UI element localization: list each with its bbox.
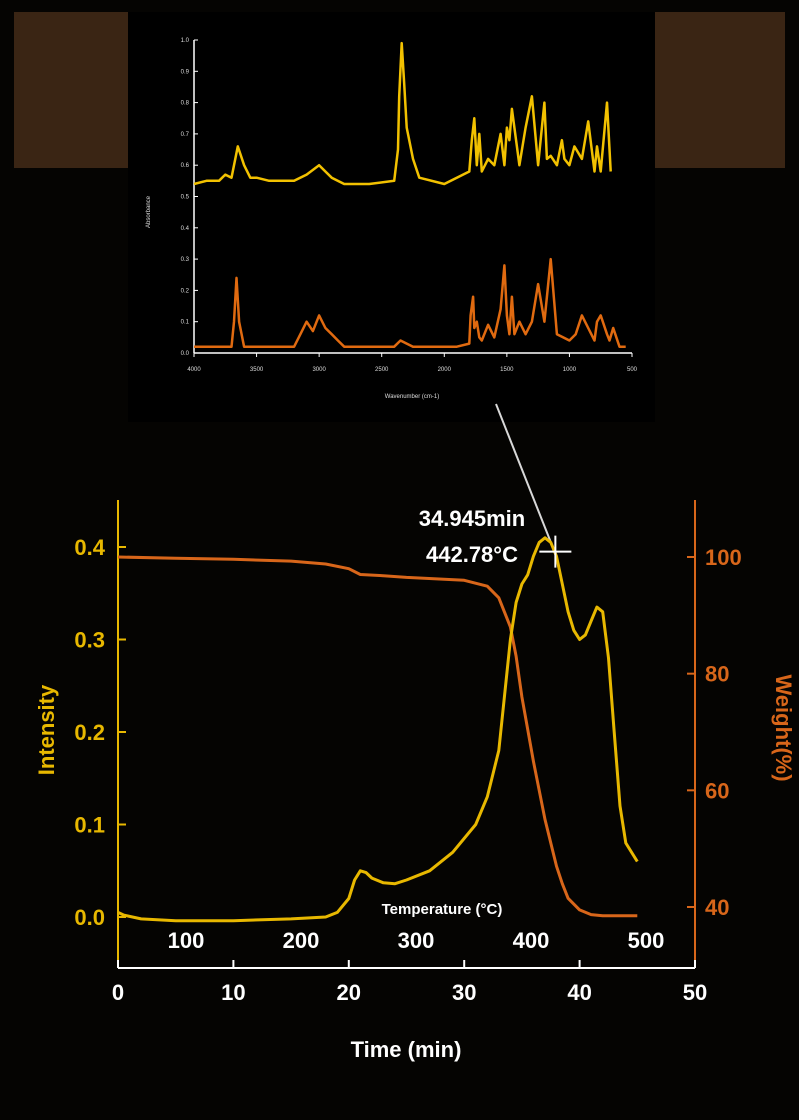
temperature-tick-label: 300 — [398, 928, 435, 953]
x-axis-title: Time (min) — [351, 1037, 462, 1062]
inset-x-tick-label: 4000 — [187, 367, 201, 373]
inset-y-tick-label: 0.0 — [181, 351, 190, 357]
right-tick-label: 100 — [705, 545, 742, 570]
inset-x-tick-label: 1500 — [500, 367, 514, 373]
inset-y-tick-label: 1.0 — [181, 38, 190, 44]
left-axis-title: Intensity — [34, 684, 59, 775]
x-tick-label: 30 — [452, 980, 476, 1005]
weight-curve — [117, 555, 638, 918]
x-tick-label: 20 — [337, 980, 361, 1005]
inset-y-axis-title: Absorbance — [146, 195, 152, 228]
annotation-temperature: 442.78°C — [426, 542, 518, 567]
inset-x-tick-label: 2000 — [438, 367, 452, 373]
right-tick-label: 40 — [705, 895, 729, 920]
inset-x-tick-label: 1000 — [563, 367, 577, 373]
left-tick-label: 0.3 — [74, 628, 105, 653]
inset-y-tick-label: 0.4 — [181, 226, 190, 232]
inset-pointer-line — [495, 403, 553, 544]
inset-lower-spectrum — [194, 257, 626, 348]
x-tick-label: 40 — [567, 980, 591, 1005]
right-tick-label: 80 — [705, 662, 729, 687]
temperature-tick-label: 500 — [628, 928, 665, 953]
inset-y-tick-label: 0.1 — [181, 320, 190, 326]
main-tga-chart: 0 10 20 30 40 50 Time (min) 0.0 0.1 0.2 0.3 0.4 Inte… — [34, 500, 796, 1062]
temperature-tick-label: 100 — [168, 928, 205, 953]
right-tick-label: 60 — [705, 778, 729, 803]
inset-y-tick-label: 0.3 — [181, 257, 190, 263]
intensity-curve — [117, 536, 639, 923]
inset-x-tick-label: 2500 — [375, 367, 389, 373]
x-tick-label: 10 — [221, 980, 245, 1005]
inset-x-tick-label: 500 — [627, 367, 638, 373]
temperature-tick-label: 200 — [283, 928, 320, 953]
inset-y-tick-label: 0.5 — [181, 195, 190, 201]
left-tick-label: 0.1 — [74, 813, 105, 838]
temperature-tick-label: 400 — [513, 928, 550, 953]
x-tick-label: 0 — [112, 980, 124, 1005]
inset-panel-background — [128, 12, 655, 422]
inset-y-tick-label: 0.2 — [181, 288, 190, 294]
inset-x-axis-title: Wavenumber (cm-1) — [385, 394, 439, 400]
temperature-axis-title: Temperature (°C) — [382, 901, 503, 918]
annotation-pointer — [495, 403, 553, 544]
inset-upper-spectrum — [193, 41, 612, 186]
annotation-time: 34.945min — [419, 506, 525, 531]
inset-x-tick-label: 3500 — [250, 367, 264, 373]
x-tick-label: 50 — [683, 980, 707, 1005]
inset-x-tick-label: 3000 — [312, 367, 326, 373]
wood-corner-left — [14, 12, 128, 168]
inset-y-tick-label: 0.6 — [181, 163, 190, 169]
left-tick-label: 0.4 — [74, 535, 105, 560]
inset-ftir-chart: 0.0 0.1 0.2 0.3 0.4 0.5 0.6 0.7 0.8 0.9 1.0 4000 350… — [146, 38, 638, 400]
wood-corner-right — [655, 12, 785, 168]
inset-y-tick-label: 0.8 — [181, 101, 190, 107]
inset-y-tick-label: 0.9 — [181, 69, 190, 75]
left-tick-label: 0.2 — [74, 720, 105, 745]
inset-y-tick-label: 0.7 — [181, 132, 190, 138]
left-tick-label: 0.0 — [74, 905, 105, 930]
right-axis-title: Weight(%) — [771, 674, 796, 781]
